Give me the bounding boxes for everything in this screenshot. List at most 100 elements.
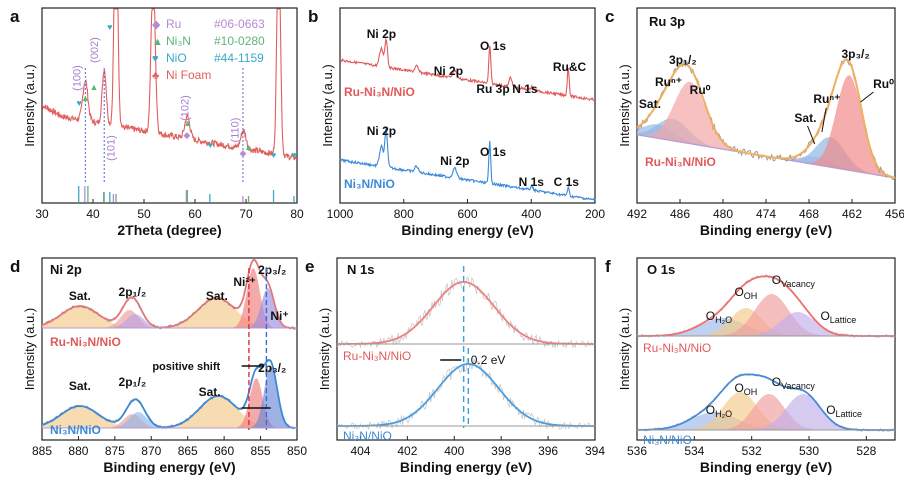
- peak-label: C 1s: [554, 175, 580, 189]
- panel-title: O 1s: [647, 262, 675, 277]
- raw-data: [336, 276, 595, 350]
- x-tick-label: 536: [627, 444, 647, 458]
- panel-e: 404 402 400 398 396 394 Binding energy (eV) Int…: [305, 257, 605, 475]
- panel-letter: a: [10, 7, 20, 26]
- fit-component: [637, 318, 895, 336]
- sample-label: Ru-Ni₃N/NiO: [344, 85, 415, 99]
- peak-label: 2p₃/₂: [258, 263, 286, 277]
- raw-data: [336, 358, 594, 430]
- component-label: OVacancy: [772, 375, 816, 391]
- x-tick-label: 600: [457, 207, 477, 221]
- peak-label: Sat.: [206, 289, 228, 303]
- peak-label: Sat.: [639, 97, 661, 111]
- sample-label: Ru-Ni₃N/NiO: [645, 155, 716, 169]
- fit-component: [42, 288, 296, 328]
- x-tick-label: 402: [397, 444, 417, 458]
- fit-component: [42, 298, 296, 328]
- x-tick-label: 850: [287, 444, 307, 458]
- peak-label: Ni 2p: [434, 64, 463, 78]
- peak-label: Ruⁿ⁺: [813, 92, 840, 106]
- y-axis-label: Intensity (a.u.): [317, 308, 332, 390]
- fit-component: [637, 75, 895, 178]
- x-tick-label: 456: [885, 207, 904, 221]
- peak-label: N 1s: [512, 82, 538, 96]
- phase-marker: ▲: [81, 93, 90, 103]
- y-axis-label: Intensity (a.u.): [617, 308, 632, 390]
- peak-label: Ru⁰: [873, 77, 894, 91]
- fit-envelope: [41, 258, 296, 329]
- x-tick-label: 486: [670, 207, 690, 221]
- x-tick-label: 400: [521, 207, 541, 221]
- phase-marker: ♥: [107, 22, 112, 32]
- peak-label: Ni²⁺: [233, 275, 255, 289]
- legend-name: Ni Foam: [166, 68, 211, 82]
- fit-envelope: [636, 58, 896, 179]
- sample-label: Ru-Ni₃N/NiO: [50, 335, 121, 349]
- raw-data: [636, 274, 896, 338]
- panel-letter: e: [305, 257, 314, 276]
- panel-title: Ni 2p: [50, 262, 82, 277]
- fit-envelope: [637, 373, 895, 431]
- phase-marker: ♥: [208, 140, 213, 150]
- peak-label: Sat.: [69, 289, 91, 303]
- x-axis-label: Binding energy (eV): [700, 222, 832, 238]
- legend-symbol: ◆: [152, 19, 161, 31]
- panel-letter: f: [605, 257, 611, 276]
- fit-component: [42, 406, 296, 428]
- annotation-arrow: [860, 91, 874, 103]
- peak-label: O 1s: [480, 39, 506, 53]
- phase-marker: ♥: [291, 150, 296, 160]
- fit-curve: [337, 281, 594, 345]
- sample-label: Ru-Ni₃N/NiO: [343, 349, 411, 363]
- x-tick-label: 474: [756, 207, 776, 221]
- plot-frame: [636, 257, 896, 441]
- annotation-arrow: [807, 125, 816, 145]
- panel-letter: c: [605, 7, 614, 26]
- panel-title: Ru 3p: [649, 14, 685, 29]
- x-tick-label: 530: [799, 444, 819, 458]
- peak-label: Ni⁺: [270, 309, 288, 323]
- panel-f: 536 534 532 530 528 Binding energy (eV) Intens…: [605, 257, 896, 475]
- panel-b: 1000 800 600 400 200 Binding energy (eV) Inten…: [308, 7, 605, 238]
- fit-component: [42, 306, 296, 328]
- peak-label: N 1s: [519, 175, 545, 189]
- component-label: OOH: [734, 381, 757, 397]
- plot-frame: [41, 7, 298, 204]
- annotation-arrow: [821, 107, 827, 133]
- x-tick-label: 462: [842, 207, 862, 221]
- peak-label: Ni 2p: [367, 124, 396, 138]
- legend-ref: #06-0663: [214, 17, 265, 31]
- legend-name: Ru: [166, 17, 181, 31]
- phase-marker: ◆: [239, 148, 246, 158]
- legend-symbol: ♣: [152, 70, 159, 82]
- x-tick-label: 468: [799, 207, 819, 221]
- x-tick-label: 875: [105, 444, 125, 458]
- peak-label: 2p₁/₂: [119, 375, 147, 389]
- fit-component: [42, 366, 296, 428]
- peak-label: 3p₁/₂: [669, 53, 697, 67]
- legend-symbol: ▲: [152, 36, 163, 48]
- fit-component: [637, 294, 895, 336]
- sample-label: Ni₃N/NiO: [50, 423, 101, 437]
- peak-label: Ni 2p: [440, 154, 469, 168]
- x-tick-label: 80: [290, 207, 304, 221]
- fit-component: [637, 412, 895, 430]
- peak-label: Ruⁿ⁺: [655, 75, 682, 89]
- peak-label: (102): [179, 95, 191, 121]
- x-tick-label: 885: [32, 444, 52, 458]
- survey-curve: [339, 37, 596, 102]
- peak-label: (101): [105, 135, 117, 161]
- peak-label: (110): [229, 118, 241, 143]
- panel-title: N 1s: [347, 262, 374, 277]
- x-tick-label: 860: [214, 444, 234, 458]
- panel-a: 30 40 50 60 70 80 2Theta (degree) Intensity (a.…: [10, 7, 304, 238]
- peak-label: 2p₁/₂: [119, 285, 147, 299]
- x-tick-label: 1000: [327, 207, 354, 221]
- x-tick-label: 480: [713, 207, 733, 221]
- fit-component: [637, 118, 895, 178]
- legend-name: NiO: [166, 51, 187, 65]
- shift-label: 0.2 eV: [471, 353, 506, 367]
- x-tick-label: 200: [585, 207, 605, 221]
- phase-marker: ◆: [183, 130, 190, 140]
- plot-frame: [336, 257, 596, 441]
